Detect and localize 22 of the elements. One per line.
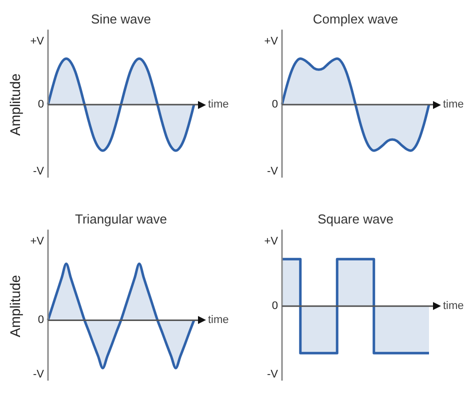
x-axis-title: time xyxy=(443,98,464,111)
chart-title: Complex wave xyxy=(312,11,398,26)
y-axis-title: Amplitude xyxy=(6,274,23,338)
chart-title: Square wave xyxy=(318,211,394,226)
chart-title: Sine wave xyxy=(91,11,151,26)
text: 0 xyxy=(38,314,44,326)
text: -V xyxy=(267,166,279,178)
text: +V xyxy=(30,36,45,48)
chart-title: Triangular wave xyxy=(74,211,168,226)
text: -V xyxy=(33,166,45,178)
text: 0 xyxy=(38,98,44,111)
text: +V xyxy=(30,236,45,248)
text: 0 xyxy=(272,300,278,312)
x-axis-title: time xyxy=(208,314,229,326)
text: +V xyxy=(264,236,279,248)
x-axis-title: time xyxy=(443,300,464,312)
text: +V xyxy=(264,36,279,48)
y-axis-title: Amplitude xyxy=(6,73,23,136)
text: -V xyxy=(267,368,279,381)
x-axis-title: time xyxy=(208,98,229,111)
text: -V xyxy=(33,368,45,381)
text: 0 xyxy=(272,98,278,111)
